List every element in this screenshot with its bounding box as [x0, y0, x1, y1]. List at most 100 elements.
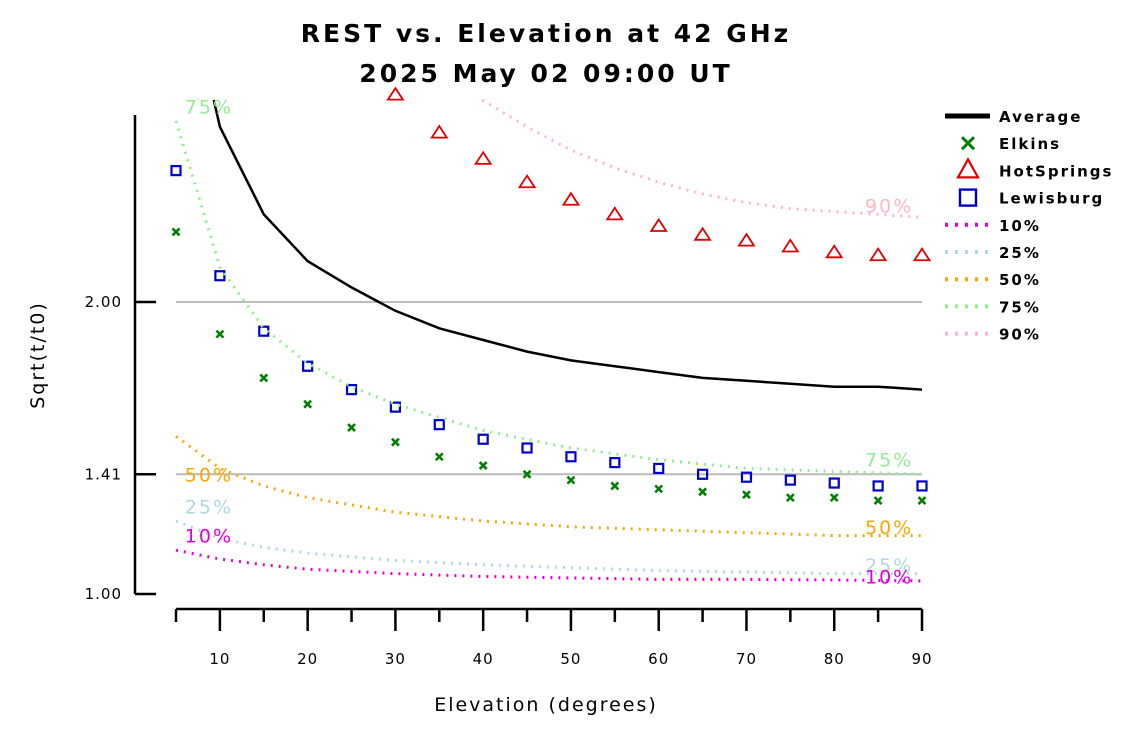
- legend-label: 10%: [999, 217, 1041, 235]
- series-lewisburg-point: [521, 442, 533, 454]
- chart-subtitle: 2025 May 02 09:00 UT: [359, 59, 732, 88]
- series-hotsprings-point: [605, 206, 624, 221]
- series-lewisburg-point: [696, 468, 709, 480]
- percentile-annotations: 75%50%25%10%90%75%50%25%10%: [185, 96, 913, 588]
- series-p10: [175, 548, 923, 583]
- series-lewisburg-point: [170, 165, 182, 177]
- series-lewisburg-point: [345, 384, 358, 396]
- legend-item-p90: 90%: [945, 326, 1041, 344]
- chart-title: REST vs. Elevation at 42 GHz: [301, 19, 791, 48]
- series-elkins-point: [303, 399, 313, 409]
- legend-swatch: [956, 157, 980, 179]
- series-elkins-point: [259, 373, 269, 383]
- series-hotsprings-point: [693, 226, 712, 241]
- x-tick-label: 30: [385, 650, 406, 668]
- annotation-p10: 10%: [185, 526, 233, 548]
- series-hotsprings: [386, 86, 932, 262]
- y-axis-label: Sqrt(t/t0): [27, 301, 49, 409]
- series-elkins-point: [873, 496, 883, 505]
- series-p10-line: [175, 548, 923, 583]
- series-lewisburg-point: [916, 480, 928, 492]
- series-elkins-point: [829, 493, 839, 503]
- series-p75: [174, 120, 923, 476]
- legend-swatch: [958, 188, 978, 207]
- series-elkins-point: [171, 227, 181, 237]
- series-lewisburg-point: [784, 474, 796, 486]
- x-tick-label: 10: [209, 650, 230, 668]
- legend: Average Elkins HotSprings Lewisburg 10% 25% 50…: [945, 108, 1113, 344]
- series-lewisburg-point: [565, 451, 577, 463]
- series-p25-line: [175, 519, 922, 576]
- series-hotsprings-point: [868, 247, 888, 262]
- annotation-p25: 25%: [185, 496, 233, 518]
- annotation-p50: 50%: [185, 464, 233, 486]
- series-lewisburg-point: [828, 477, 840, 489]
- series-lewisburg-point: [214, 270, 226, 282]
- series-elkins-point: [654, 484, 664, 494]
- annotation-p75: 75%: [865, 450, 913, 472]
- reference-lines: [176, 301, 922, 476]
- y-tick-label: 1.00: [85, 585, 122, 603]
- series-elkins: [171, 227, 927, 505]
- legend-item-p75: 75%: [945, 298, 1041, 316]
- legend-item-lewisburg: Lewisburg: [958, 188, 1104, 208]
- legend-item-elkins: Elkins: [960, 135, 1061, 153]
- series-elkins-point: [610, 481, 620, 491]
- annotation-p10: 10%: [865, 566, 913, 588]
- series-elkins-point: [566, 475, 576, 485]
- x-tick-label: 50: [560, 650, 581, 668]
- series-elkins-point: [785, 493, 795, 503]
- series-lewisburg-point: [477, 433, 489, 445]
- series-lewisburg-point: [609, 457, 621, 469]
- x-tick-label: 90: [911, 650, 932, 668]
- legend-item-average: Average: [945, 108, 1082, 126]
- annotation-p25: 25%: [865, 555, 913, 577]
- legend-swatch: [960, 136, 976, 151]
- series-hotsprings-point: [561, 191, 581, 206]
- x-tick-label: 40: [473, 650, 494, 668]
- series-p75-line: [174, 120, 923, 476]
- legend-label: Average: [999, 108, 1082, 126]
- series-hotsprings-point: [825, 244, 844, 259]
- series-hotsprings-point: [737, 232, 756, 247]
- series-hotsprings-point: [386, 86, 405, 101]
- legend-item-p50: 50%: [945, 271, 1039, 289]
- series-lewisburg-point: [433, 419, 445, 431]
- legend-label: HotSprings: [999, 162, 1113, 180]
- legend-label: 25%: [999, 244, 1041, 262]
- series-hotsprings-point: [649, 217, 668, 232]
- y-tick-label: 2.00: [85, 293, 122, 311]
- series-hotsprings-point: [912, 247, 932, 262]
- series-p25: [175, 519, 922, 576]
- series-hotsprings-point: [430, 124, 449, 139]
- series-layer: [170, 86, 932, 583]
- series-elkins-point: [522, 469, 532, 479]
- legend-label: Lewisburg: [999, 190, 1104, 208]
- axes: 1.00 1.41 2.00 10 20 30 40 50 60 70 80 90: [85, 115, 932, 668]
- series-elkins-point: [347, 423, 356, 432]
- annotation-p90: 90%: [865, 196, 913, 218]
- legend-item-p10: 10%: [945, 217, 1041, 235]
- series-hotsprings-point: [517, 174, 537, 189]
- annotation-p50: 50%: [865, 517, 913, 539]
- series-lewisburg-point: [740, 471, 753, 483]
- legend-label: Elkins: [999, 135, 1061, 153]
- series-elkins-point: [215, 329, 225, 339]
- legend-label: 75%: [999, 298, 1041, 316]
- y-tick-label: 1.41: [85, 465, 122, 483]
- series-p50: [175, 435, 922, 538]
- series-lewisburg-point: [389, 401, 402, 413]
- series-lewisburg-point: [872, 480, 884, 492]
- x-tick-label: 80: [824, 650, 845, 668]
- x-tick-label: 60: [648, 650, 669, 668]
- series-average: [212, 99, 923, 391]
- series-elkins-point: [698, 487, 708, 497]
- series-elkins-point: [917, 496, 927, 505]
- annotation-p75: 75%: [185, 96, 233, 118]
- legend-item-p25: 25%: [945, 244, 1041, 262]
- x-axis-label: Elevation (degrees): [434, 694, 658, 716]
- legend-label: 90%: [999, 326, 1041, 344]
- series-average-line: [212, 99, 923, 391]
- series-lewisburg-point: [653, 462, 665, 475]
